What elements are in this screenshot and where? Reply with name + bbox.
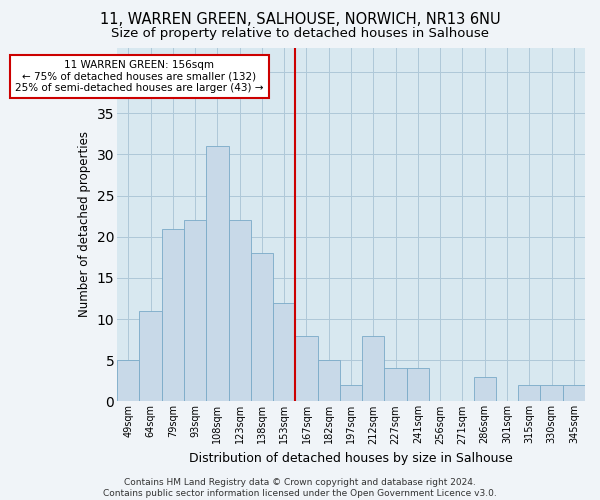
Bar xyxy=(139,311,161,402)
Bar xyxy=(273,302,295,402)
Text: Size of property relative to detached houses in Salhouse: Size of property relative to detached ho… xyxy=(111,28,489,40)
Text: 11, WARREN GREEN, SALHOUSE, NORWICH, NR13 6NU: 11, WARREN GREEN, SALHOUSE, NORWICH, NR1… xyxy=(100,12,500,28)
Bar xyxy=(206,146,229,402)
Bar xyxy=(117,360,139,402)
Bar xyxy=(407,368,429,402)
Bar xyxy=(362,336,385,402)
Bar xyxy=(563,385,585,402)
Bar xyxy=(251,253,273,402)
Bar xyxy=(541,385,563,402)
Y-axis label: Number of detached properties: Number of detached properties xyxy=(78,132,91,318)
Bar xyxy=(385,368,407,402)
Bar xyxy=(473,376,496,402)
Bar xyxy=(161,228,184,402)
Bar xyxy=(518,385,541,402)
Bar xyxy=(295,336,317,402)
Bar xyxy=(317,360,340,402)
Text: 11 WARREN GREEN: 156sqm
← 75% of detached houses are smaller (132)
25% of semi-d: 11 WARREN GREEN: 156sqm ← 75% of detache… xyxy=(15,60,263,93)
Bar xyxy=(229,220,251,402)
Text: Contains HM Land Registry data © Crown copyright and database right 2024.
Contai: Contains HM Land Registry data © Crown c… xyxy=(103,478,497,498)
Bar xyxy=(184,220,206,402)
X-axis label: Distribution of detached houses by size in Salhouse: Distribution of detached houses by size … xyxy=(189,452,513,465)
Bar xyxy=(340,385,362,402)
